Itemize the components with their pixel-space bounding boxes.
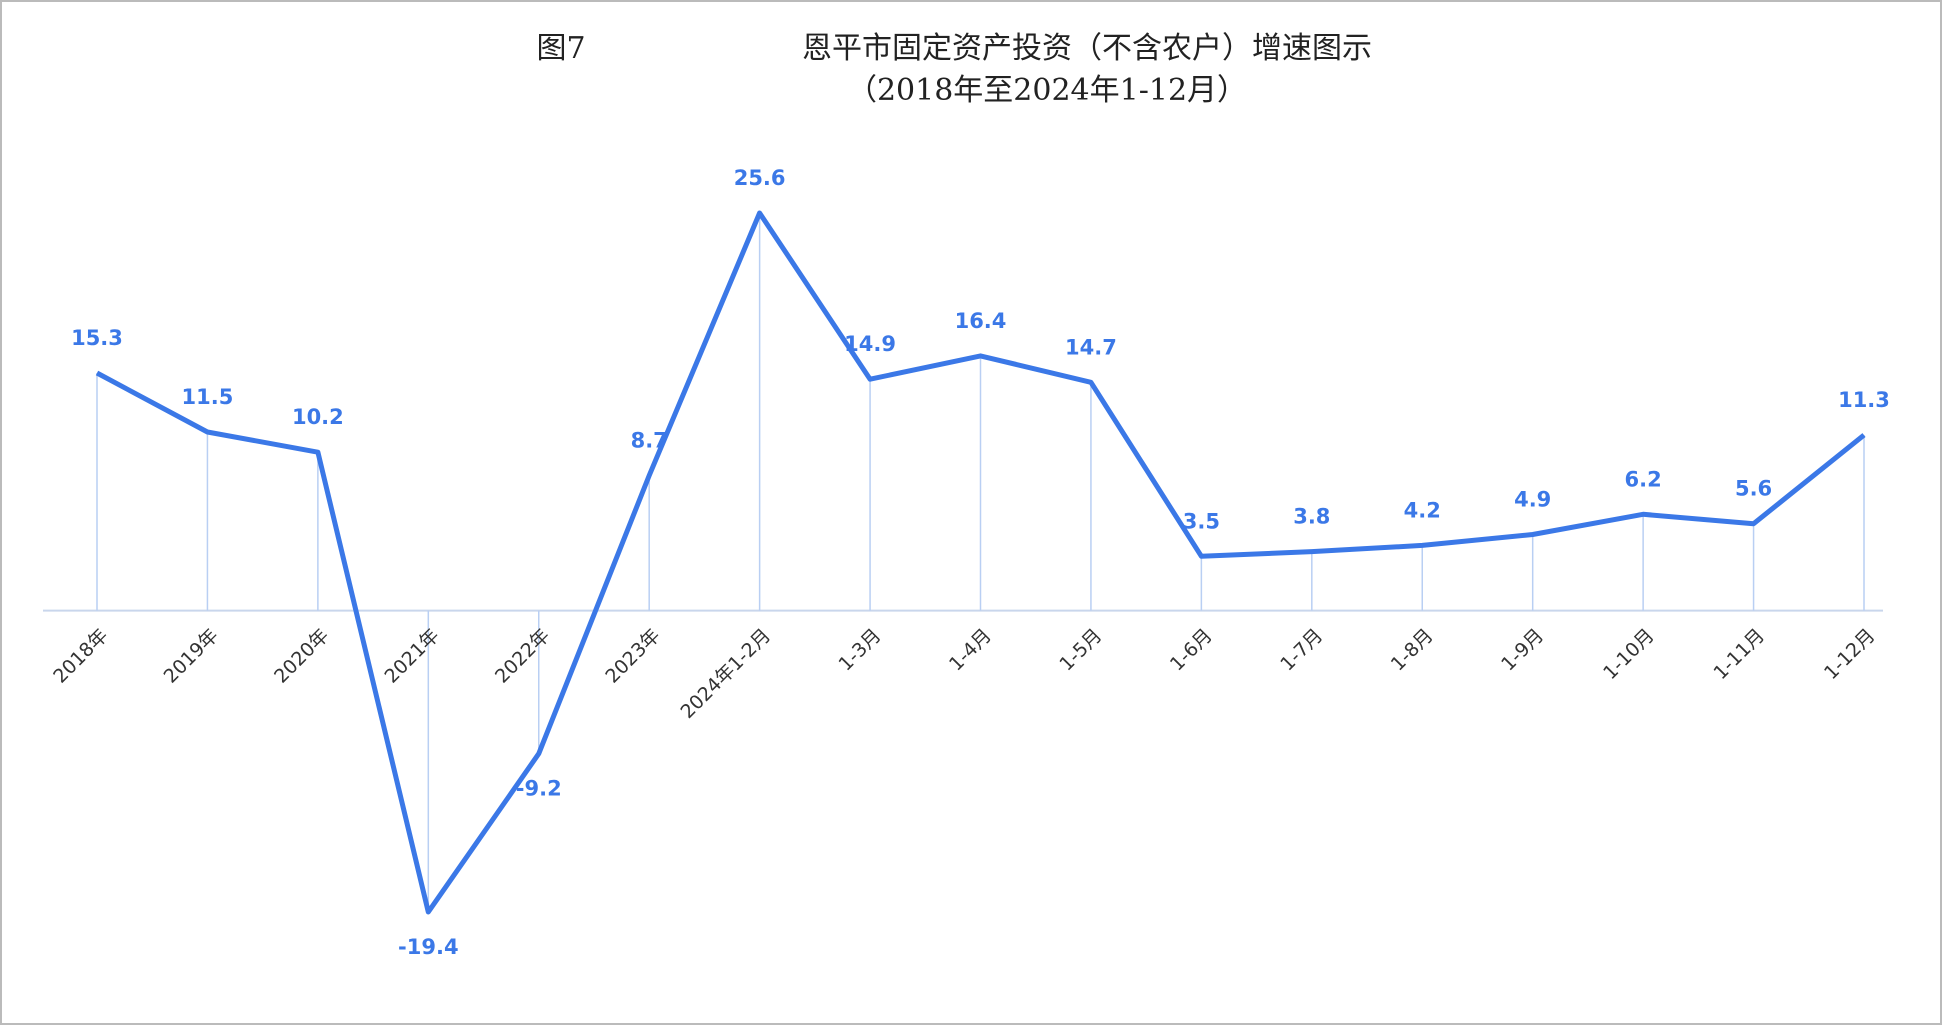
data-label: 14.9 [844, 332, 896, 356]
data-label: 10.2 [292, 405, 344, 429]
chart-title: 恩平市固定资产投资（不含农户）增速图示 [802, 31, 1372, 66]
data-label: 11.3 [1838, 388, 1890, 412]
line [95, 210, 1866, 915]
data-label: 3.8 [1293, 505, 1330, 529]
data-label: 25.6 [734, 166, 786, 190]
data-label: 15.3 [71, 326, 123, 350]
data-label: -19.4 [398, 935, 459, 959]
chart-subtitle: （2018年至2024年1-12月） [847, 73, 1247, 108]
data-label: -9.2 [516, 777, 562, 801]
data-label: 8.7 [631, 429, 668, 453]
data-label: 5.6 [1735, 477, 1772, 501]
figure-label: 图7 [536, 31, 585, 66]
data-label: 11.5 [182, 385, 234, 409]
data-label: 6.2 [1625, 467, 1662, 491]
data-label: 3.5 [1183, 509, 1220, 533]
data-label: 4.2 [1404, 498, 1441, 522]
data-label: 4.9 [1514, 488, 1551, 512]
data-label: 14.7 [1065, 335, 1117, 359]
data-label: 16.4 [955, 309, 1007, 333]
